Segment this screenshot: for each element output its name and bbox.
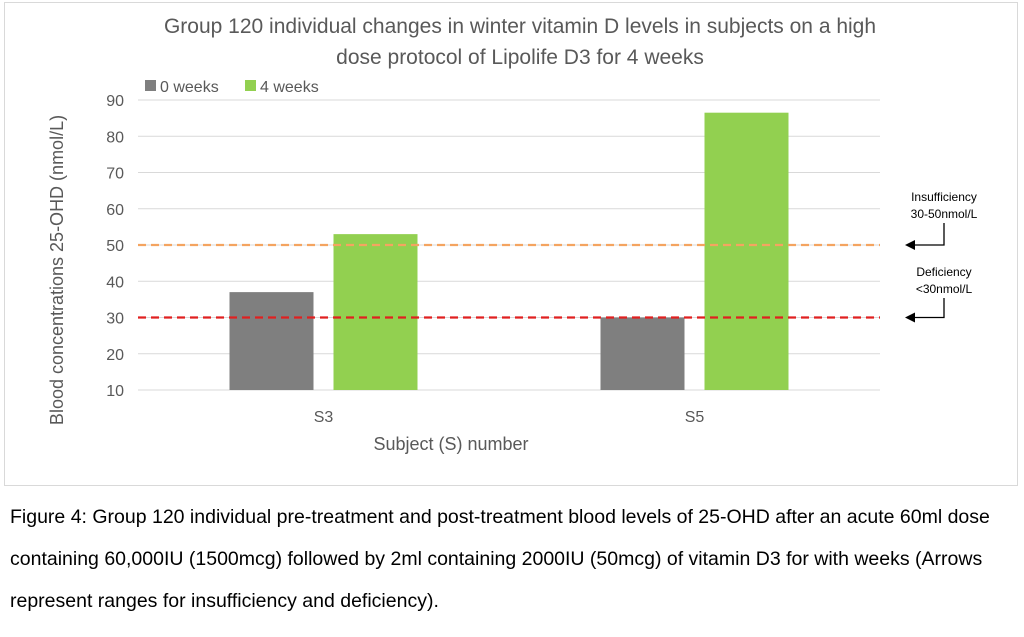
x-tick-label: S5 (685, 409, 705, 426)
y-tick-label: 60 (106, 202, 124, 219)
bar-chart: Group 120 individual changes in winter v… (47, 15, 978, 454)
chart-title-line: Group 120 individual changes in winter v… (164, 15, 876, 38)
y-tick-label: 70 (106, 166, 124, 183)
reference-arrowhead (905, 312, 915, 323)
legend-label: 4 weeks (260, 79, 319, 96)
bar (333, 234, 418, 390)
reference-arrowhead (905, 240, 915, 250)
x-axis-title: Subject (S) number (373, 434, 528, 454)
y-tick-label: 40 (106, 274, 124, 291)
reference-label: Insufficiency (911, 190, 977, 204)
reference-label: Deficiency (916, 265, 971, 279)
chart-title-line: dose protocol of Lipolife D3 for 4 weeks (336, 46, 704, 69)
x-tick-label: S3 (314, 409, 334, 426)
legend-swatch (145, 80, 156, 91)
y-tick-label: 20 (106, 347, 124, 364)
legend-swatch (245, 80, 256, 91)
bar (600, 317, 685, 390)
bar (704, 112, 789, 390)
y-tick-label: 80 (106, 129, 124, 146)
reference-arrow (913, 223, 945, 246)
y-tick-label: 90 (106, 93, 124, 110)
reference-label: <30nmol/L (916, 282, 973, 296)
y-tick-label: 30 (106, 311, 124, 328)
reference-arrow (913, 298, 945, 319)
reference-label: 30-50nmol/L (911, 207, 978, 221)
legend-label: 0 weeks (160, 79, 219, 96)
figure-caption: Figure 4: Group 120 individual pre-treat… (10, 506, 990, 612)
y-tick-label: 50 (106, 238, 124, 255)
y-axis-title: Blood concentrations 25-OHD (nmol/L) (47, 115, 67, 425)
y-tick-label: 10 (106, 383, 124, 400)
chart-frame (4, 2, 1018, 486)
bar (229, 292, 314, 390)
